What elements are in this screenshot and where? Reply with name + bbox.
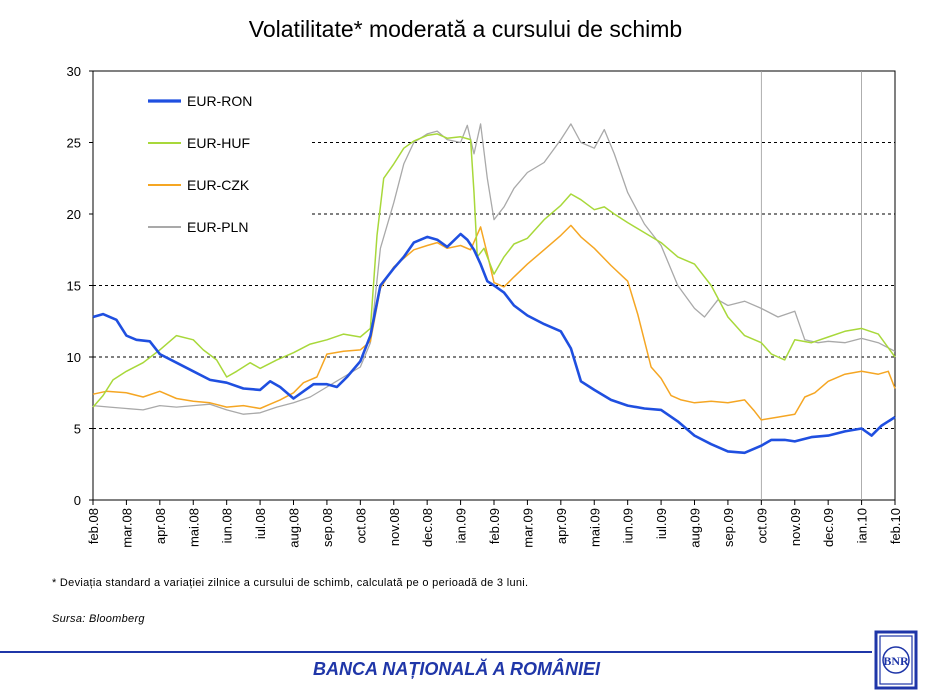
x-tick-label: ian.10: [855, 508, 870, 543]
x-tick-label: dec.08: [420, 508, 435, 547]
y-axis: 0 5 10 15 20 25 30: [67, 64, 93, 508]
y-tick-label: 15: [67, 279, 81, 294]
x-tick-label: sep.09: [721, 508, 736, 547]
x-tick-label: dec.09: [821, 508, 836, 547]
y-tick-label: 25: [67, 136, 81, 151]
series-line-eur-ron: [92, 232, 896, 455]
x-tick-label: feb.09: [487, 508, 502, 544]
legend-label: EUR-HUF: [187, 135, 250, 151]
x-tick-label: nov.08: [387, 508, 402, 546]
y-tick-label: 20: [67, 207, 81, 222]
y-tick-label: 5: [74, 422, 81, 437]
y-tick-label: 10: [67, 350, 81, 365]
x-tick-label: oct.09: [754, 508, 769, 543]
x-tick-label: mai.08: [186, 508, 201, 547]
x-tick-label: sep.08: [320, 508, 335, 547]
series-line-eur-huf: [92, 133, 896, 408]
x-tick-label: iul.09: [654, 508, 669, 539]
y-tick-label: 30: [67, 64, 81, 79]
x-tick-label: iun.09: [621, 508, 636, 543]
series-layer: [92, 123, 896, 455]
x-tick-label: oct.08: [353, 508, 368, 543]
footer-divider: [0, 651, 872, 653]
x-tick-label: apr.09: [554, 508, 569, 544]
footnote: * Deviația standard a variației zilnice …: [52, 577, 529, 589]
x-tick-label: feb.10: [888, 508, 903, 544]
legend-label: EUR-CZK: [187, 177, 250, 193]
series-line-eur-czk: [92, 224, 896, 421]
x-tick-label: nov.09: [788, 508, 803, 546]
x-tick-label: aug.08: [287, 508, 302, 548]
x-tick-label: mai.09: [587, 508, 602, 547]
source-note: Sursa: Bloomberg: [52, 613, 145, 625]
y-tick-label: 0: [74, 493, 81, 508]
x-tick-label: feb.08: [86, 508, 101, 544]
series-line-eur-pln: [92, 123, 896, 415]
x-tick-label: aug.09: [688, 508, 703, 548]
legend: EUR-RON EUR-HUF EUR-CZK EUR-PLN: [148, 93, 252, 235]
logo-monogram: BNR: [883, 654, 909, 668]
legend-label: EUR-RON: [187, 93, 252, 109]
legend-label: EUR-PLN: [187, 219, 248, 235]
x-tick-label: iul.08: [253, 508, 268, 539]
x-tick-label: iun.08: [220, 508, 235, 543]
chart-title: Volatilitate* moderată a cursului de sch…: [248, 16, 683, 42]
x-tick-label: mar.09: [520, 508, 535, 548]
bank-name: BANCA NAȚIONALĂ A ROMÂNIEI: [313, 659, 600, 679]
x-tick-label: apr.08: [153, 508, 168, 544]
bnr-logo: BNR: [874, 630, 918, 690]
x-axis: feb.08 mar.08 apr.08 mai.08 iun.08 iul.08 aug.…: [86, 500, 903, 548]
x-tick-label: mar.08: [119, 508, 134, 548]
x-tick-label: ian.09: [454, 508, 469, 543]
